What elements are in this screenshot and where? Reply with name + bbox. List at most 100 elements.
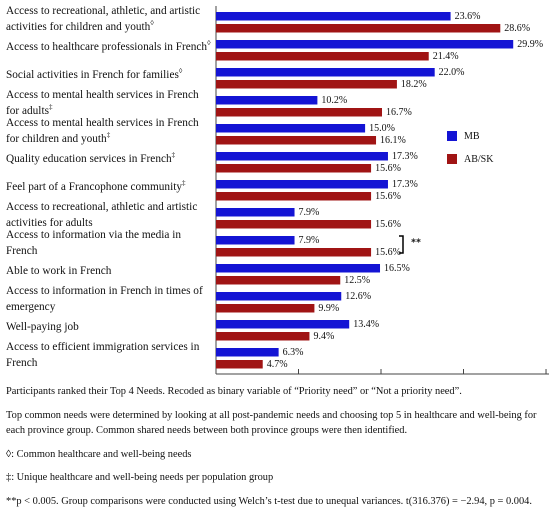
category-text: Quality education services in French‡: [6, 151, 175, 167]
category-name: Social activities in French for families: [6, 68, 179, 81]
category-marker: ◊: [178, 67, 183, 76]
legend-label: MB: [464, 131, 480, 142]
bar: [216, 80, 397, 89]
category-label: Social activities in French for families…: [6, 60, 212, 90]
legend-swatch: [447, 154, 457, 164]
significance-bracket: [399, 235, 404, 254]
category-name: Access to information in French in times…: [6, 284, 203, 313]
category-label: Access to mental health services in Fren…: [6, 88, 212, 118]
category-name: Access to efficient immigration services…: [6, 340, 200, 369]
bar: [216, 108, 383, 117]
bar: [216, 264, 381, 273]
bar: [216, 68, 435, 77]
category-name: Access to recreational, athletic and art…: [6, 200, 198, 229]
category-text: Well-paying job: [6, 319, 79, 335]
category-name: Quality education services in French: [6, 152, 172, 165]
bar: [216, 208, 295, 217]
value-label: 16.7%: [386, 107, 412, 118]
bar: [216, 152, 388, 161]
note: ‡: Unique healthcare and well-being need…: [6, 472, 274, 484]
category-label: Access to information in French in times…: [6, 284, 212, 314]
category-name: Feel part of a Francophone community: [6, 180, 182, 193]
category-text: Access to recreational, athletic, and ar…: [6, 3, 212, 36]
category-text: Able to work in French: [6, 263, 111, 279]
category-marker: ◊: [207, 39, 211, 48]
value-label: 23.6%: [455, 11, 481, 22]
bar: [216, 12, 451, 21]
value-label: 29.9%: [517, 39, 543, 50]
value-label: 13.4%: [353, 319, 379, 330]
bar: [216, 220, 372, 229]
value-label: 7.9%: [299, 207, 320, 218]
value-label: 16.1%: [380, 135, 406, 146]
category-name: Access to healthcare professionals in Fr…: [6, 40, 208, 53]
bar: [216, 24, 501, 33]
value-label: 12.5%: [344, 275, 370, 286]
bar: [216, 304, 315, 313]
note: Participants ranked their Top 4 Needs. R…: [6, 386, 462, 397]
category-text: Access to information via the media in F…: [6, 227, 212, 260]
bar: [216, 52, 429, 61]
legend-swatch: [447, 131, 457, 141]
bar: [216, 332, 310, 341]
category-marker: ‡: [171, 151, 176, 160]
value-label: 12.6%: [345, 291, 371, 302]
category-name: Access to information via the media in F…: [6, 228, 182, 257]
value-label: 21.4%: [433, 51, 459, 62]
bar: [216, 236, 295, 245]
significance-label: **: [411, 237, 421, 248]
bar: [216, 292, 342, 301]
note: **p < 0.005. Group comparisons were cond…: [6, 496, 532, 508]
bar: [216, 96, 318, 105]
value-label: 9.4%: [313, 331, 334, 342]
value-label: 28.6%: [504, 23, 530, 34]
category-text: Feel part of a Francophone community‡: [6, 179, 186, 195]
value-label: 15.6%: [375, 247, 401, 258]
value-label: 7.9%: [299, 235, 320, 246]
category-marker: ‡: [106, 131, 111, 140]
category-text: Access to recreational, athletic and art…: [6, 199, 212, 232]
category-text: Access to mental health services in Fren…: [6, 87, 212, 120]
category-name: Access to mental health services in Fren…: [6, 116, 199, 145]
category-name: Well-paying job: [6, 320, 79, 333]
category-label: Access to recreational, athletic, and ar…: [6, 4, 212, 34]
category-text: Access to information in French in times…: [6, 283, 212, 316]
category-name: Access to mental health services in Fren…: [6, 88, 199, 117]
value-label: 9.9%: [318, 303, 339, 314]
bar: [216, 40, 514, 49]
note: ◊: Common healthcare and well-being need…: [6, 448, 192, 460]
bar: [216, 180, 388, 189]
value-label: 4.7%: [267, 359, 288, 370]
category-marker: ◊: [150, 19, 154, 28]
value-label: 6.3%: [283, 347, 304, 358]
category-label: Feel part of a Francophone community‡: [6, 172, 212, 202]
category-text: Access to healthcare professionals in Fr…: [6, 39, 211, 55]
category-label: Access to efficient immigration services…: [6, 340, 212, 370]
bar: [216, 360, 263, 369]
bar: [216, 136, 377, 145]
category-label: Access to healthcare professionals in Fr…: [6, 32, 212, 62]
legend-label: AB/SK: [464, 154, 494, 165]
category-text: Social activities in French for families…: [6, 67, 182, 83]
category-label: Quality education services in French‡: [6, 144, 212, 174]
category-label: Access to recreational, athletic and art…: [6, 200, 212, 230]
category-name: Able to work in French: [6, 264, 112, 277]
bar: [216, 248, 372, 257]
category-label: Access to mental health services in Fren…: [6, 116, 212, 146]
bar: [216, 320, 350, 329]
note: Top common needs were determined by look…: [6, 409, 537, 437]
bar: [216, 124, 366, 133]
bar: [216, 276, 341, 285]
category-label: Access to information via the media in F…: [6, 228, 212, 258]
category-label: Well-paying job: [6, 312, 212, 342]
category-text: Access to mental health services in Fren…: [6, 115, 212, 148]
category-marker: ‡: [48, 103, 53, 112]
value-label: 18.2%: [401, 79, 427, 90]
category-name: Access to recreational, athletic, and ar…: [6, 4, 201, 33]
category-label: Able to work in French: [6, 256, 212, 286]
category-text: Access to efficient immigration services…: [6, 339, 212, 372]
value-label: 17.3%: [392, 151, 418, 162]
value-label: 15.6%: [375, 191, 401, 202]
bar: [216, 164, 372, 173]
